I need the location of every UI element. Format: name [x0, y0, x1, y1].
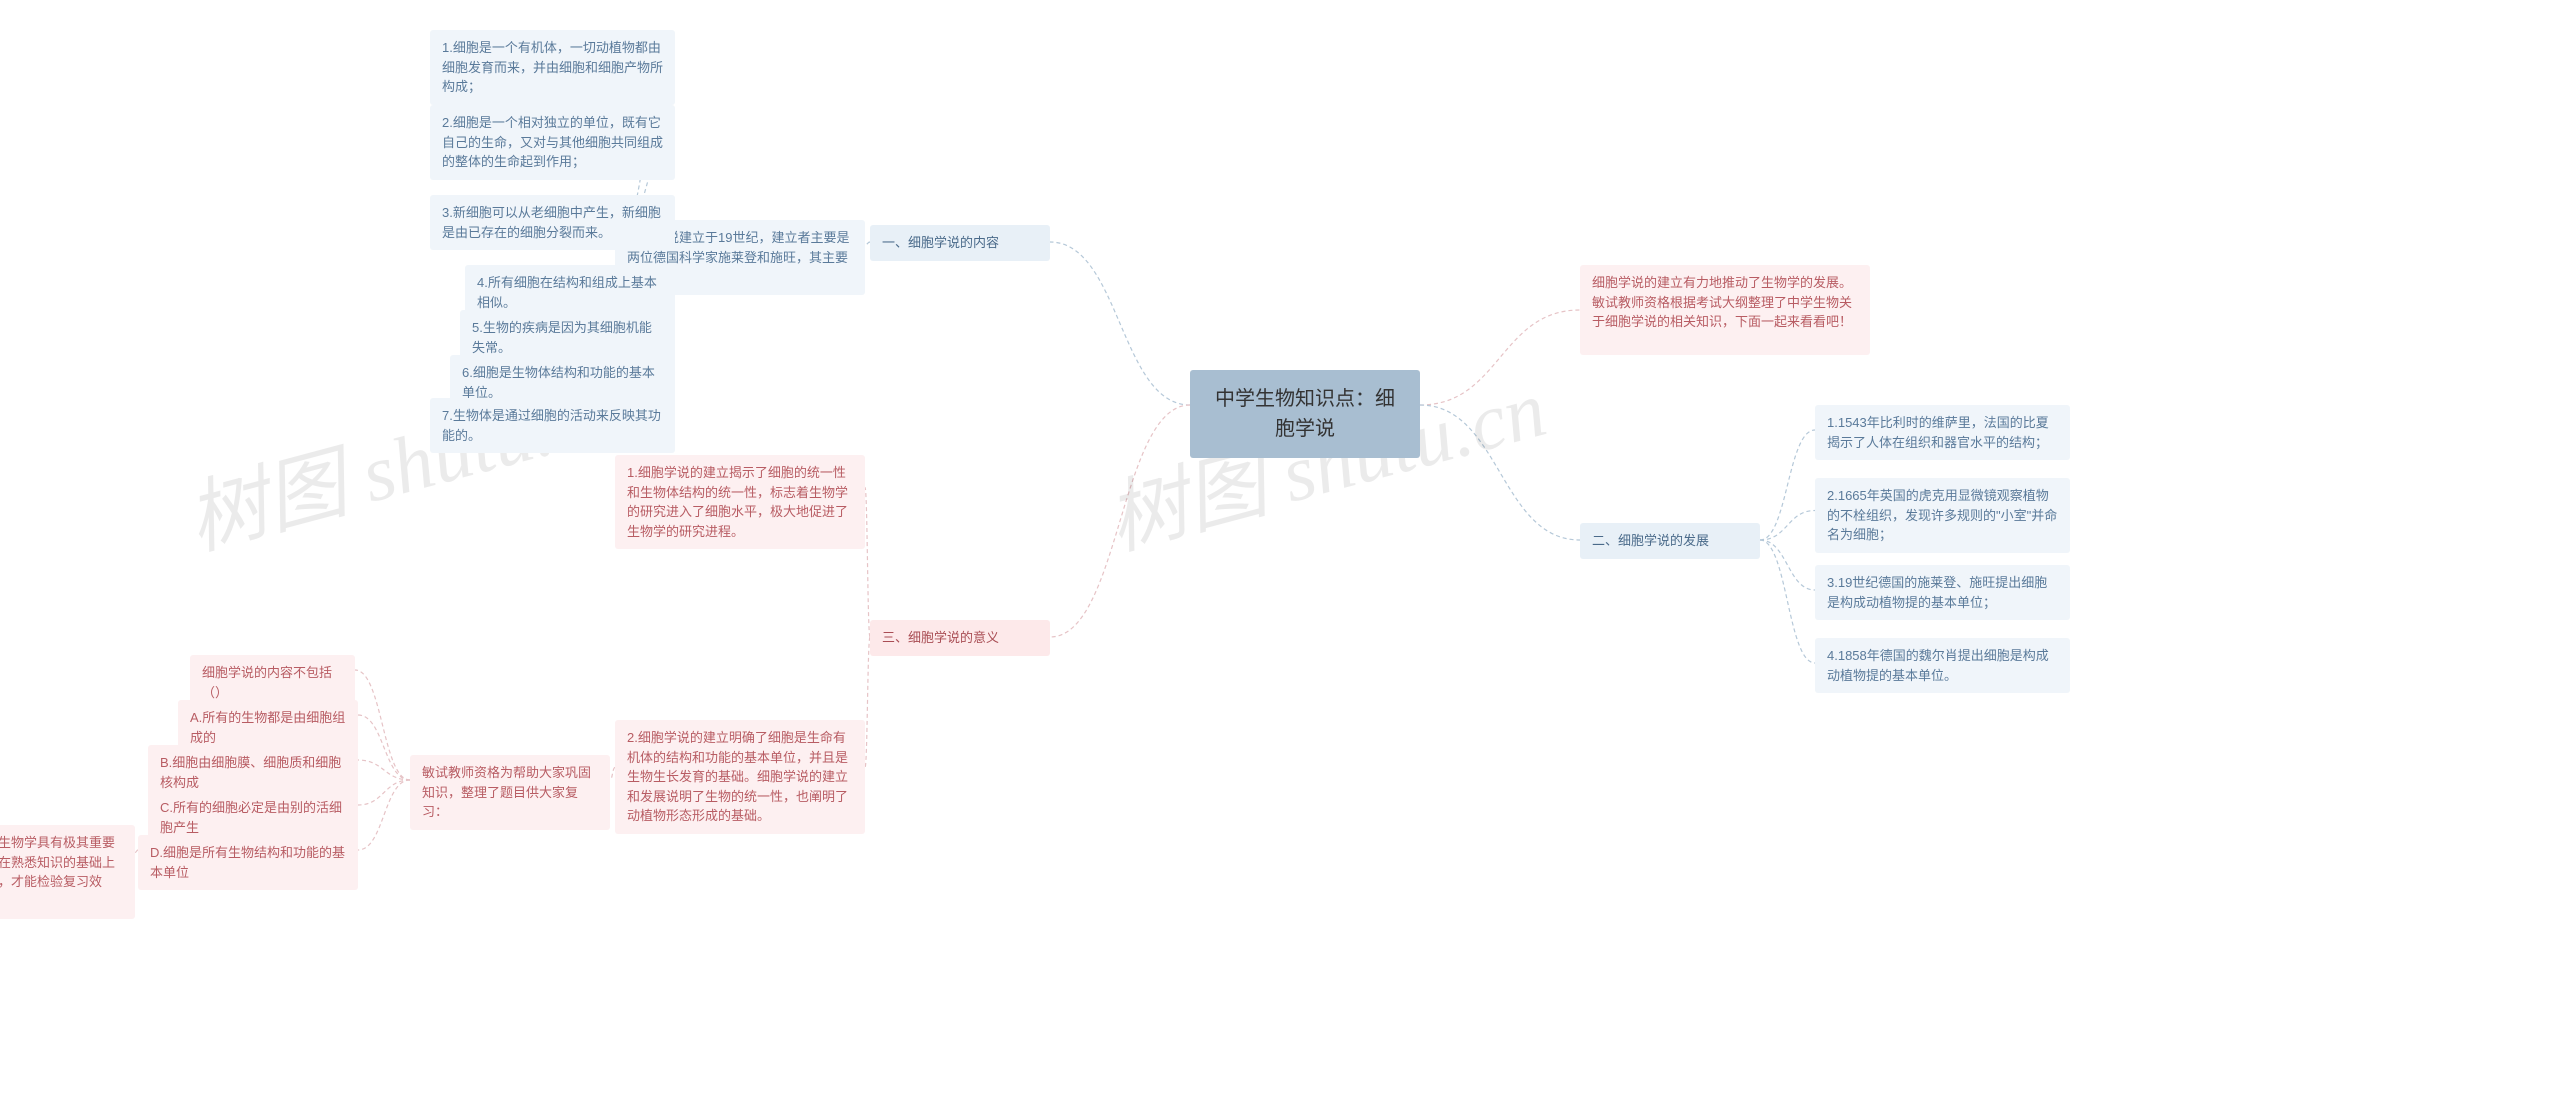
branch-3-footnote: 细胞学说对研究生物学具有极其重要的意义，考生要在熟悉知识的基础上对考点进行巩固，… [0, 825, 135, 919]
branch-1-leaf: 1.细胞是一个有机体，一切动植物都由细胞发育而来，并由细胞和细胞产物所构成； [430, 30, 675, 105]
branch-1-title: 一、细胞学说的内容 [870, 225, 1050, 261]
branch-1-leaf: 2.细胞是一个相对独立的单位，既有它自己的生命，又对与其他细胞共同组成的整体的生… [430, 105, 675, 180]
branch-2-leaf: 2.1665年英国的虎克用显微镜观察植物的不栓组织，发现许多规则的"小室"并命名… [1815, 478, 2070, 553]
branch-2-title: 二、细胞学说的发展 [1580, 523, 1760, 559]
branch-1-leaf: 7.生物体是通过细胞的活动来反映其功能的。 [430, 398, 675, 453]
branch-3-option: D.细胞是所有生物结构和功能的基本单位 [138, 835, 358, 890]
branch-2-leaf: 1.1543年比利时的维萨里，法国的比夏揭示了人体在组织和器官水平的结构； [1815, 405, 2070, 460]
branch-2-leaf: 3.19世纪德国的施莱登、施旺提出细胞是构成动植物提的基本单位； [1815, 565, 2070, 620]
branch-3-exercise-intro: 敏试教师资格为帮助大家巩固知识，整理了题目供大家复习： [410, 755, 610, 830]
branch-3-child: 1.细胞学说的建立揭示了细胞的统一性和生物体结构的统一性，标志着生物学的研究进入… [615, 455, 865, 549]
branch-3-title: 三、细胞学说的意义 [870, 620, 1050, 656]
branch-1-leaf: 3.新细胞可以从老细胞中产生，新细胞是由已存在的细胞分裂而来。 [430, 195, 675, 250]
intro-text: 细胞学说的建立有力地推动了生物学的发展。敏试教师资格根据考试大纲整理了中学生物关… [1580, 265, 1870, 355]
branch-3-child: 2.细胞学说的建立明确了细胞是生命有机体的结构和功能的基本单位，并且是生物生长发… [615, 720, 865, 834]
connectors-svg [0, 0, 2560, 1105]
root-node: 中学生物知识点：细胞学说 [1190, 370, 1420, 458]
branch-2-leaf: 4.1858年德国的魏尔肖提出细胞是构成动植物提的基本单位。 [1815, 638, 2070, 693]
